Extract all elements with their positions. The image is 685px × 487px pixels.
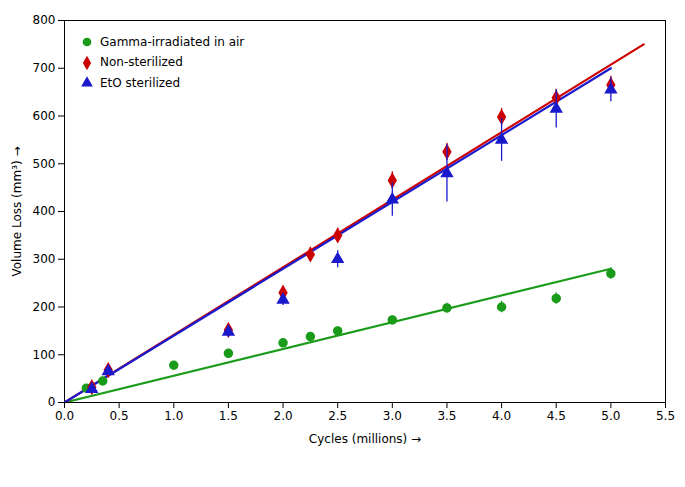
html-text:Non-sterilized: Non-sterilized [100, 55, 183, 70]
svg-text:700: 700 [33, 61, 56, 75]
svg-text:Volume Loss (mm³) →: Volume Loss (mm³) → [10, 146, 24, 276]
svg-text:1.5: 1.5 [219, 409, 238, 423]
svg-text:100: 100 [33, 348, 56, 362]
svg-text:3.0: 3.0 [383, 409, 402, 423]
html-text:Gamma-irradiated in air: Gamma-irradiated in air [100, 35, 245, 49]
svg-text:5.5: 5.5 [656, 409, 675, 423]
svg-text:0.5: 0.5 [110, 409, 129, 423]
svg-text:500: 500 [33, 157, 56, 171]
svg-text:1.0: 1.0 [164, 409, 183, 423]
svg-text:400: 400 [33, 204, 56, 218]
svg-text:Cycles (millions) →: Cycles (millions) → [309, 432, 421, 446]
svg-text:2.5: 2.5 [328, 409, 347, 423]
svg-text:4.5: 4.5 [547, 409, 566, 423]
svg-text:2.0: 2.0 [273, 409, 292, 423]
svg-text:300: 300 [33, 252, 56, 266]
svg-text:200: 200 [33, 300, 56, 314]
svg-text:0: 0 [48, 395, 56, 409]
svg-text:600: 600 [33, 109, 56, 123]
svg-text:0.0: 0.0 [55, 409, 74, 423]
svg-text:3.5: 3.5 [437, 409, 456, 423]
html-text:EtO sterilized: EtO sterilized [100, 75, 181, 90]
svg-text:800: 800 [33, 13, 56, 27]
svg-text:4.0: 4.0 [492, 409, 511, 423]
svg-text:5.0: 5.0 [601, 409, 620, 423]
